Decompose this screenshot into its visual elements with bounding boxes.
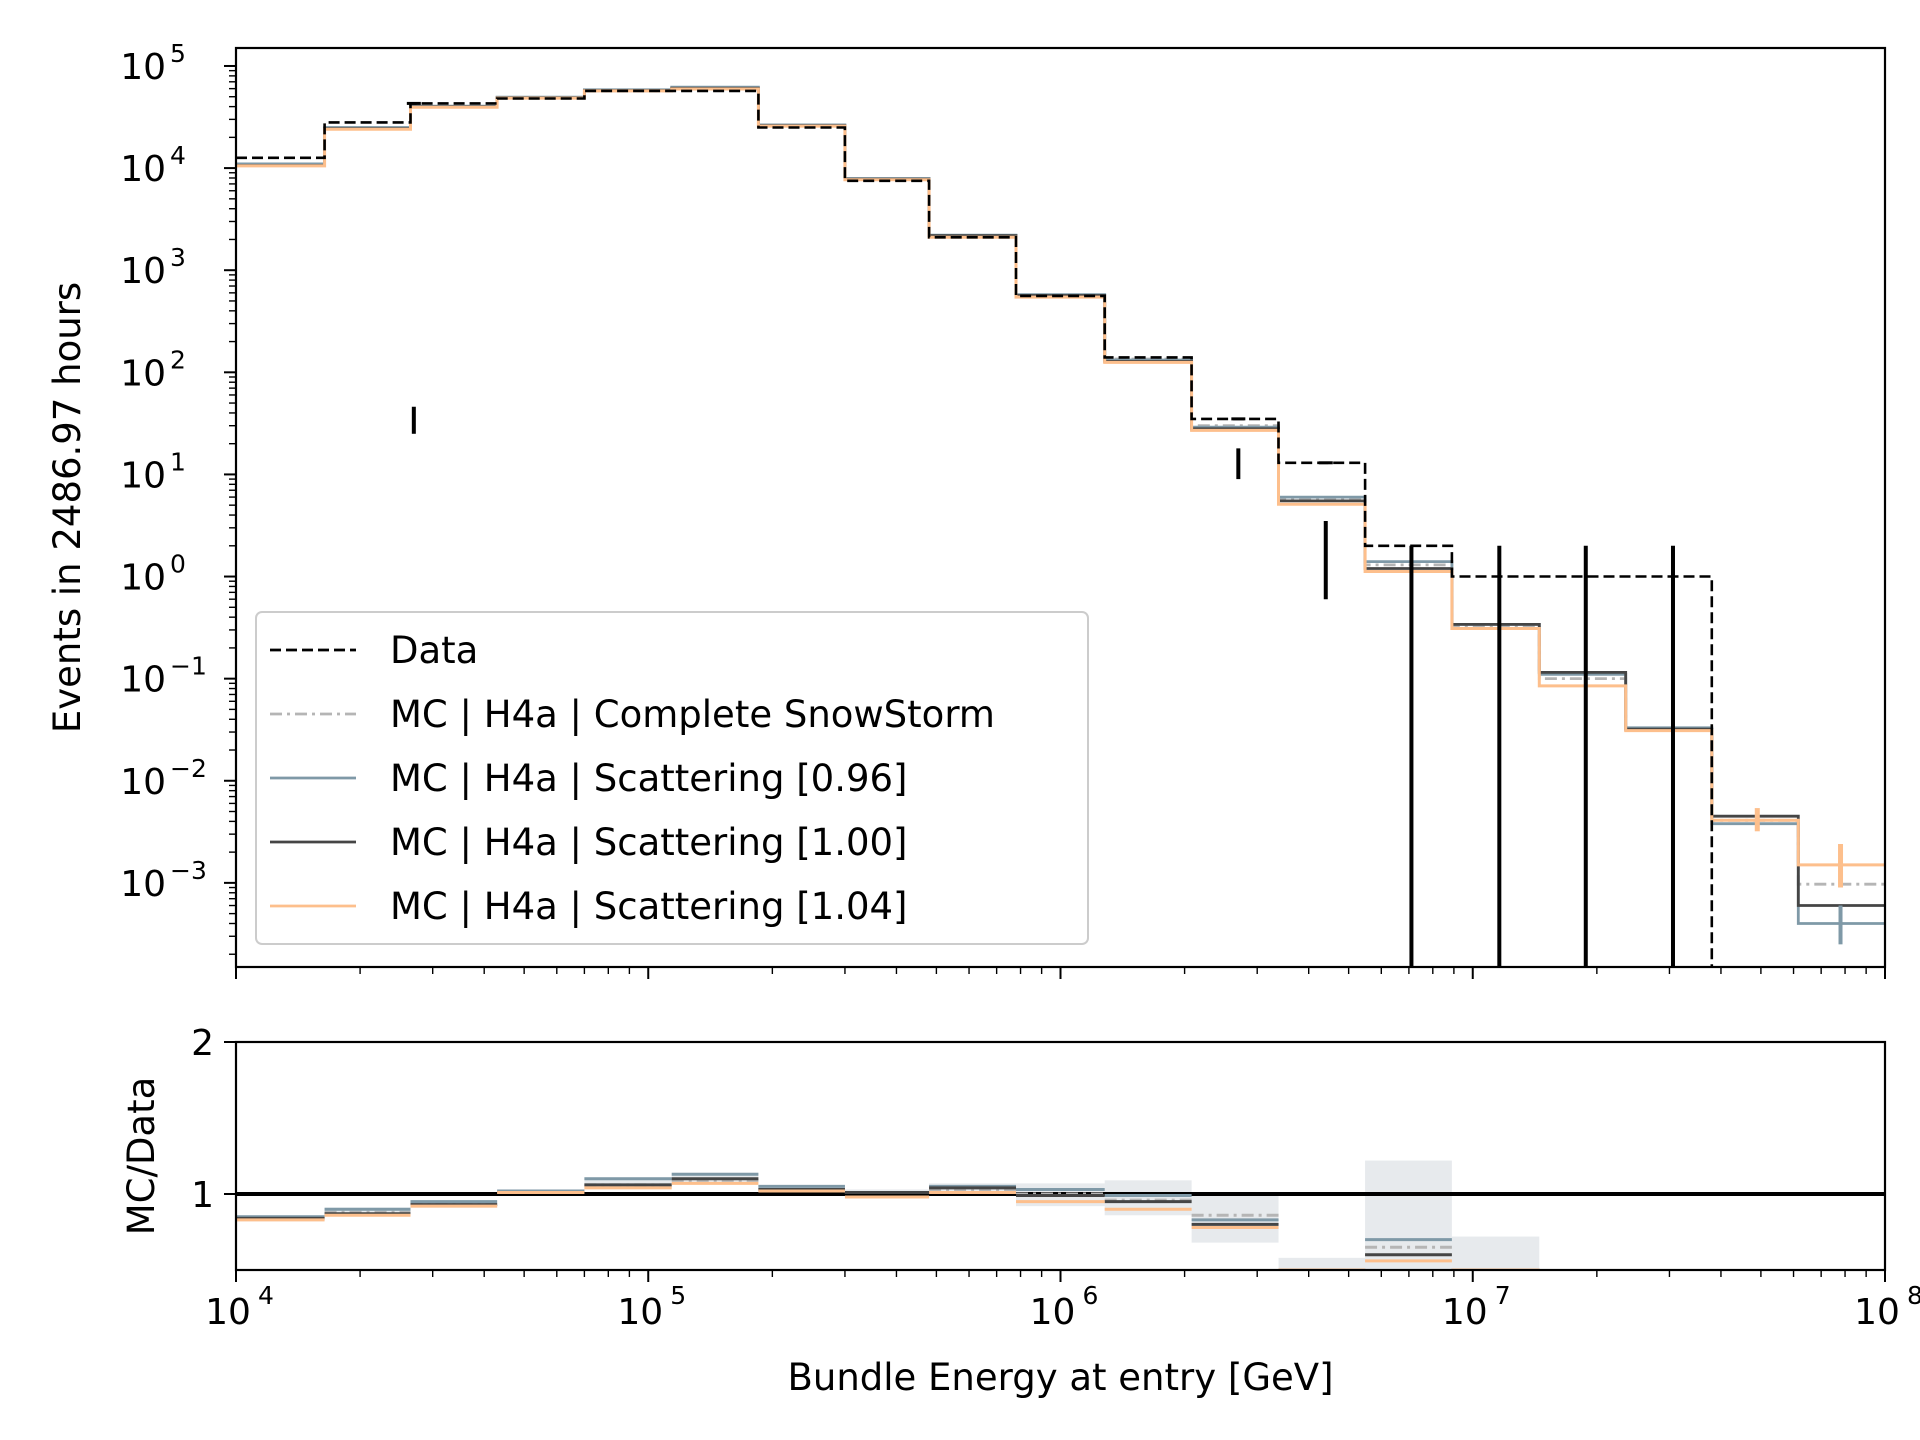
y-tick-label-base: 10: [120, 864, 166, 905]
y-tick-label-exponent: 5: [170, 39, 186, 68]
y-tick-label-base: 10: [120, 251, 166, 292]
x-tick-label-base: 10: [205, 1292, 251, 1333]
y-tick-label-exponent: 0: [170, 550, 186, 579]
legend-label-1: Data: [390, 629, 478, 672]
y-tick-label-base: 10: [120, 353, 166, 394]
y-tick-label-exponent: 2: [170, 345, 186, 374]
y-tick-label-base: 10: [120, 660, 166, 701]
y-tick-label-exponent: 3: [170, 243, 186, 272]
y-tick-label-exponent: 1: [170, 447, 186, 476]
x-axis-label: Bundle Energy at entry [GeV]: [787, 1356, 1333, 1399]
x-tick-label-exponent: 5: [670, 1281, 686, 1310]
y-tick-label-exponent: −1: [170, 652, 207, 681]
x-tick-label-base: 10: [1442, 1292, 1488, 1333]
legend-label-2: MC | H4a | Complete SnowStorm: [390, 693, 995, 736]
legend-label-4: MC | H4a | Scattering [1.00]: [390, 821, 908, 864]
bottom-plot-frame: [234, 1040, 1887, 1272]
ratio-uncertainty-band: [1191, 1194, 1279, 1243]
legend-box: [255, 611, 1089, 945]
y-tick-label-exponent: −3: [170, 856, 207, 885]
legend-label-5: MC | H4a | Scattering [1.04]: [390, 885, 908, 928]
top-plot-content: [236, 85, 1885, 967]
y-tick-label-base: 10: [120, 558, 166, 599]
x-tick-label-base: 10: [1030, 1292, 1076, 1333]
y-tick-label-base: 10: [120, 149, 166, 190]
y-tick-label-base: 10: [120, 762, 166, 803]
ratio-uncertainty-band: [1365, 1160, 1452, 1270]
legend-label-3: MC | H4a | Scattering [0.96]: [390, 757, 908, 800]
y-tick-label-exponent: 4: [170, 141, 186, 170]
ratio-uncertainty-band: [1451, 1236, 1540, 1270]
ratio-uncertainty-band: [584, 1177, 672, 1188]
data-step-line: [236, 89, 1714, 967]
x-tick-label-exponent: 8: [1907, 1281, 1920, 1310]
x-tick-label-exponent: 7: [1495, 1281, 1511, 1310]
x-tick-label-base: 10: [1854, 1292, 1900, 1333]
ratio-y-tick-label: 1: [191, 1175, 214, 1216]
top-y-axis-label: Events in 2486.97 hours: [46, 282, 89, 733]
y-tick-label-base: 10: [120, 455, 166, 496]
legend: Data MC | H4a | Complete SnowStorm MC | H4…: [255, 611, 1089, 945]
bottom-y-axis-label: MC/Data: [120, 1077, 163, 1236]
x-tick-label-exponent: 6: [1083, 1281, 1099, 1310]
ratio-y-tick-label: 2: [191, 1023, 214, 1064]
x-tick-label-base: 10: [617, 1292, 663, 1333]
y-tick-label-exponent: −2: [170, 754, 207, 783]
y-tick-label-base: 10: [120, 47, 166, 88]
ratio-uncertainty-band: [1278, 1257, 1366, 1270]
bottom-plot-content: [236, 1160, 1885, 1270]
x-tick-label-exponent: 4: [258, 1281, 274, 1310]
